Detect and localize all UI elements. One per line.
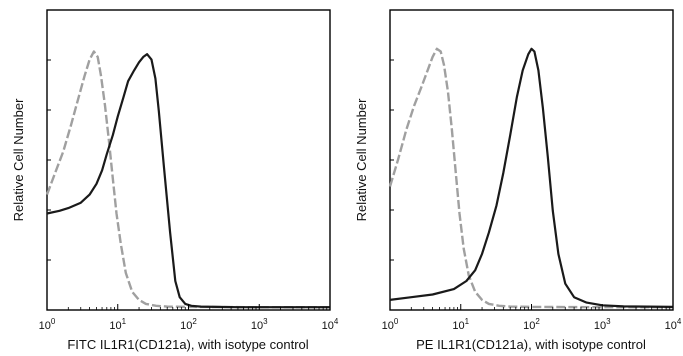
isotype-control-series-line bbox=[388, 47, 673, 309]
right-histogram-panel: 100 101 102 103 104 Relative Cell Number PE … bbox=[354, 9, 682, 352]
series-layer bbox=[45, 50, 330, 309]
stained-sample-series-line bbox=[46, 53, 330, 309]
plot-frame bbox=[46, 9, 331, 311]
stained-sample-series-line bbox=[389, 47, 674, 308]
y-axis-title: Relative Cell Number bbox=[11, 98, 26, 221]
x-tick-label: 101 bbox=[452, 317, 469, 332]
x-tick-label: 100 bbox=[39, 317, 56, 332]
y-axis-title: Relative Cell Number bbox=[354, 98, 369, 221]
x-ticks: 100 101 102 103 104 bbox=[382, 59, 682, 332]
x-axis-title: PE IL1R1(CD121a), with isotype control bbox=[416, 337, 646, 352]
x-axis-title: FITC IL1R1(CD121a), with isotype control bbox=[67, 337, 308, 352]
x-tick-label: 103 bbox=[251, 317, 268, 332]
x-tick-label: 101 bbox=[109, 317, 126, 332]
isotype-control-series-line bbox=[45, 50, 330, 309]
x-tick-label: 104 bbox=[665, 317, 682, 332]
series-layer bbox=[388, 47, 674, 309]
x-tick-label: 103 bbox=[594, 317, 611, 332]
x-tick-label: 100 bbox=[382, 317, 399, 332]
x-tick-label: 104 bbox=[322, 317, 339, 332]
x-tick-label: 102 bbox=[180, 317, 197, 332]
x-ticks: 100 101 102 103 104 bbox=[39, 59, 339, 332]
x-tick-label: 102 bbox=[523, 317, 540, 332]
left-histogram-panel: 100 101 102 103 104 Relative Cell Number FIT… bbox=[11, 9, 339, 352]
